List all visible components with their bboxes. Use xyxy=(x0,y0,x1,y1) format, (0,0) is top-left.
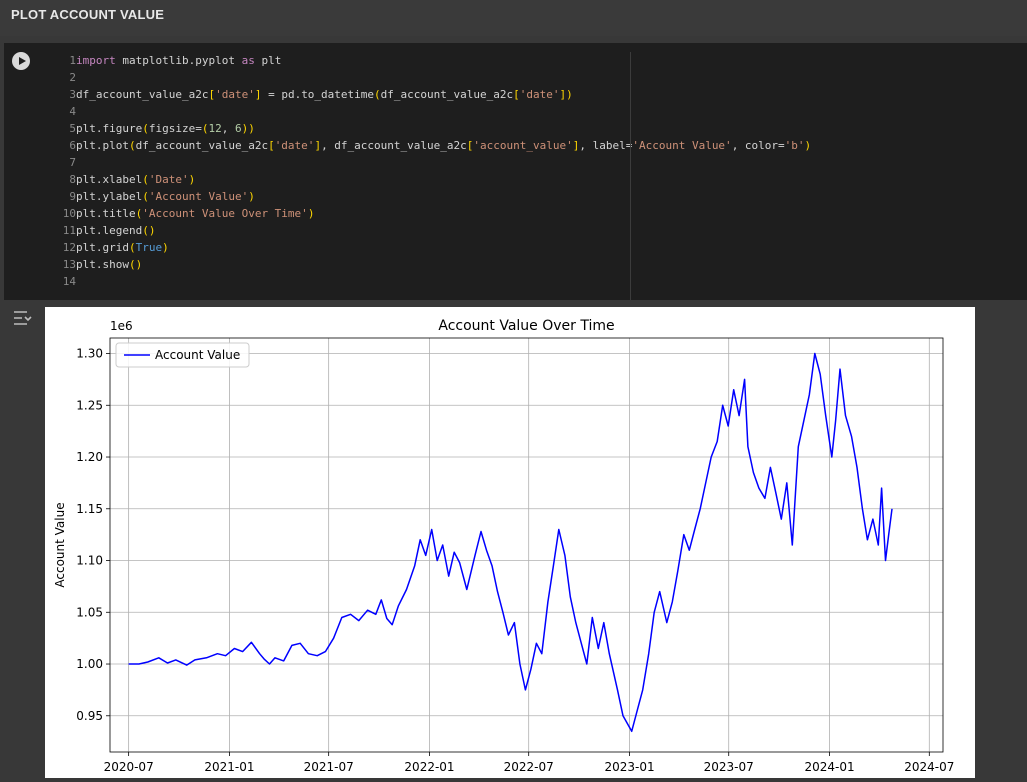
chart-title: Account Value Over Time xyxy=(438,318,614,334)
x-tick-label: 2023-07 xyxy=(704,760,754,774)
y-tick-label: 0.95 xyxy=(76,709,103,723)
y-tick-label: 1.20 xyxy=(76,450,103,464)
code-text: plt.xlabel('Date') xyxy=(76,173,196,186)
y-axis-label: Account Value xyxy=(53,502,67,587)
line-number: 11 xyxy=(62,224,76,237)
line-number: 1 xyxy=(69,54,76,67)
line-chart: 2020-07 2021-01 2021-07 2022-01 2022-07 2023-… xyxy=(53,318,954,774)
x-tick-label: 2021-01 xyxy=(204,760,254,774)
line-length-ruler xyxy=(630,52,631,300)
x-tick-label: 2022-01 xyxy=(404,760,454,774)
x-tick-label: 2023-01 xyxy=(604,760,654,774)
line-number: 3 xyxy=(69,88,76,101)
line-number: 12 xyxy=(62,241,76,254)
code-text: df_account_value_a2c['date'] = pd.to_dat… xyxy=(76,88,573,101)
line-number: 14 xyxy=(62,275,76,288)
series-line-account-value xyxy=(128,352,893,733)
line-number: 13 xyxy=(62,258,76,271)
x-tick-label: 2020-07 xyxy=(104,760,154,774)
line-number: 6 xyxy=(69,139,76,152)
line-number: 4 xyxy=(69,105,76,118)
output-toggle-icon[interactable] xyxy=(12,309,32,327)
legend-box xyxy=(115,342,250,368)
run-cell-button[interactable] xyxy=(12,52,30,70)
section-title: PLOT ACCOUNT VALUE xyxy=(11,7,165,22)
x-tick-label: 2024-01 xyxy=(804,760,854,774)
code-text: plt.title('Account Value Over Time') xyxy=(76,207,315,220)
code-text: plt.show() xyxy=(76,258,143,271)
line-number: 2 xyxy=(69,71,76,84)
code-text: import matplotlib.pyplot as plt xyxy=(76,54,282,67)
plot-frame xyxy=(109,337,944,753)
line-number: 10 xyxy=(62,207,76,220)
y-offset-label: 1e6 xyxy=(110,319,133,333)
line-number: 7 xyxy=(69,156,76,169)
y-tick-label: 1.30 xyxy=(76,347,103,361)
line-number: 9 xyxy=(69,190,76,203)
output-plot: 2020-07 2021-01 2021-07 2022-01 2022-07 2023-… xyxy=(45,307,975,778)
y-tick-label: 1.15 xyxy=(76,502,103,516)
code-text: plt.legend() xyxy=(76,224,156,237)
legend-label: Account Value xyxy=(155,348,240,362)
code-text: plt.ylabel('Account Value') xyxy=(76,190,255,203)
x-tick-label: 2024-07 xyxy=(904,760,954,774)
y-tick-label: 1.25 xyxy=(76,398,103,412)
y-tick-label: 1.05 xyxy=(76,605,103,619)
y-tick-label: 1.10 xyxy=(76,554,103,568)
section-header: PLOT ACCOUNT VALUE xyxy=(0,0,1027,36)
line-number: 5 xyxy=(69,122,76,135)
y-tick-label: 1.00 xyxy=(76,657,103,671)
code-text: plt.figure(figsize=(12, 6)) xyxy=(76,122,255,135)
code-cell[interactable]: 1 import matplotlib.pyplot as plt 2 3 df_acc… xyxy=(4,43,1027,300)
code-text: plt.grid(True) xyxy=(76,241,169,254)
line-number: 8 xyxy=(69,173,76,186)
code-text: plt.plot(df_account_value_a2c['date'], d… xyxy=(76,139,812,152)
x-tick-label: 2022-07 xyxy=(504,760,554,774)
x-tick-label: 2021-07 xyxy=(304,760,354,774)
